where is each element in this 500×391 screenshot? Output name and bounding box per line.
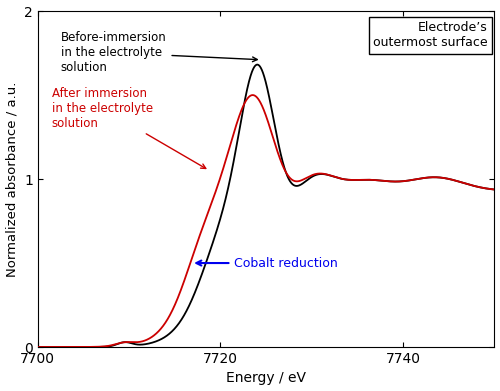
Text: After immersion
in the electrolyte
solution: After immersion in the electrolyte solut…: [52, 87, 206, 169]
Text: Electrode’s
outermost surface: Electrode’s outermost surface: [373, 21, 488, 49]
Text: Cobalt reduction: Cobalt reduction: [196, 256, 338, 269]
Y-axis label: Normalized absorbance / a.u.: Normalized absorbance / a.u.: [6, 81, 18, 277]
Text: Before-immersion
in the electrolyte
solution: Before-immersion in the electrolyte solu…: [60, 31, 258, 74]
X-axis label: Energy / eV: Energy / eV: [226, 371, 306, 386]
